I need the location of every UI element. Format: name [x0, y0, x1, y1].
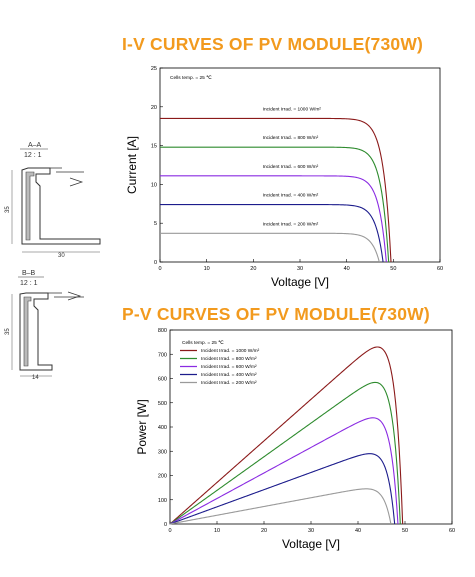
- pv-chart-title: P-V CURVES OF PV MODULE(730W): [122, 304, 430, 324]
- pv-x-tick-label: 40: [355, 528, 361, 534]
- section-a-height-dim: 35: [5, 206, 11, 213]
- section-b-label: B–B: [22, 270, 36, 277]
- iv-annotation: Cells temp. = 25 ℃: [170, 75, 212, 81]
- pv-legend-label: Incident Irrad. = 1000 W/m²: [201, 348, 260, 354]
- pv-annotation: Cells temp. = 25 ℃: [182, 340, 224, 346]
- section-b-width-dim: 14: [32, 375, 39, 381]
- pv-y-tick-label: 800: [158, 328, 167, 334]
- pv-x-tick-label: 20: [261, 528, 267, 534]
- pv-x-axis-label: Voltage [V]: [282, 537, 340, 551]
- iv-y-tick-label: 25: [151, 66, 157, 72]
- pv-legend-label: Incident Irrad. = 800 W/m²: [201, 356, 257, 362]
- pv-series-line: [169, 488, 392, 525]
- pv-y-tick-label: 0: [164, 522, 167, 528]
- pv-y-tick-label: 300: [158, 449, 167, 455]
- pv-series-line: [169, 381, 401, 525]
- pv-x-tick-label: 50: [402, 528, 408, 534]
- iv-series-label: Incident Irrad. = 400 W/m²: [263, 193, 319, 199]
- iv-x-tick-label: 10: [204, 266, 210, 272]
- iv-y-tick-label: 10: [151, 182, 157, 188]
- pv-x-tick-label: 30: [308, 528, 314, 534]
- iv-y-tick-label: 0: [154, 260, 157, 266]
- iv-x-axis-label: Voltage [V]: [271, 275, 329, 289]
- pv-y-tick-label: 600: [158, 377, 167, 383]
- iv-series-label: Incident Irrad. = 1000 W/m²: [263, 106, 322, 112]
- pv-x-tick-label: 60: [449, 528, 455, 534]
- pv-y-axis-label: Power [W]: [135, 399, 149, 454]
- pv-legend-label: Incident Irrad. = 200 W/m²: [201, 380, 257, 386]
- section-a-scale: 12 : 1: [24, 152, 42, 159]
- profile-section-a: A–A 12 : 1 35 30: [5, 142, 101, 258]
- iv-series-line: [160, 146, 390, 263]
- pv-y-tick-label: 400: [158, 425, 167, 431]
- iv-series-line: [160, 117, 392, 263]
- iv-x-tick-label: 50: [390, 266, 396, 272]
- section-b-height-dim: 35: [5, 328, 11, 335]
- pv-x-tick-label: 0: [168, 528, 171, 534]
- iv-x-tick-label: 60: [437, 266, 443, 272]
- pv-y-tick-label: 700: [158, 352, 167, 358]
- pv-legend-label: Incident Irrad. = 400 W/m²: [201, 372, 257, 378]
- section-a-label: A–A: [28, 142, 42, 149]
- iv-y-tick-label: 20: [151, 105, 157, 111]
- iv-series-line: [160, 204, 384, 263]
- pv-series-line: [169, 417, 399, 525]
- iv-chart-title: I-V CURVES OF PV MODULE(730W): [122, 34, 424, 54]
- iv-y-tick-label: 15: [151, 144, 157, 150]
- iv-x-tick-label: 30: [297, 266, 303, 272]
- section-a-width-dim: 30: [58, 253, 65, 258]
- iv-series-line: [160, 175, 387, 263]
- iv-y-tick-label: 5: [154, 221, 157, 227]
- pv-series-line: [169, 346, 404, 525]
- pv-y-tick-label: 100: [158, 498, 167, 504]
- pv-y-tick-label: 500: [158, 401, 167, 407]
- iv-series-line: [160, 232, 380, 263]
- profile-section-b: B–B 12 : 1 35 14: [5, 270, 84, 381]
- iv-y-axis-label: Current [A]: [125, 136, 139, 194]
- iv-x-tick-label: 40: [344, 266, 350, 272]
- iv-x-tick-label: 0: [158, 266, 161, 272]
- iv-series-label: Incident Irrad. = 600 W/m²: [263, 164, 319, 170]
- pv-y-tick-label: 200: [158, 474, 167, 480]
- pv-legend-label: Incident Irrad. = 600 W/m²: [201, 364, 257, 370]
- pv-series-line: [169, 453, 396, 525]
- iv-series-label: Incident Irrad. = 200 W/m²: [263, 221, 319, 227]
- iv-x-tick-label: 20: [250, 266, 256, 272]
- section-b-scale: 12 : 1: [20, 280, 38, 287]
- iv-series-label: Incident Irrad. = 800 W/m²: [263, 135, 319, 141]
- pv-x-tick-label: 10: [214, 528, 220, 534]
